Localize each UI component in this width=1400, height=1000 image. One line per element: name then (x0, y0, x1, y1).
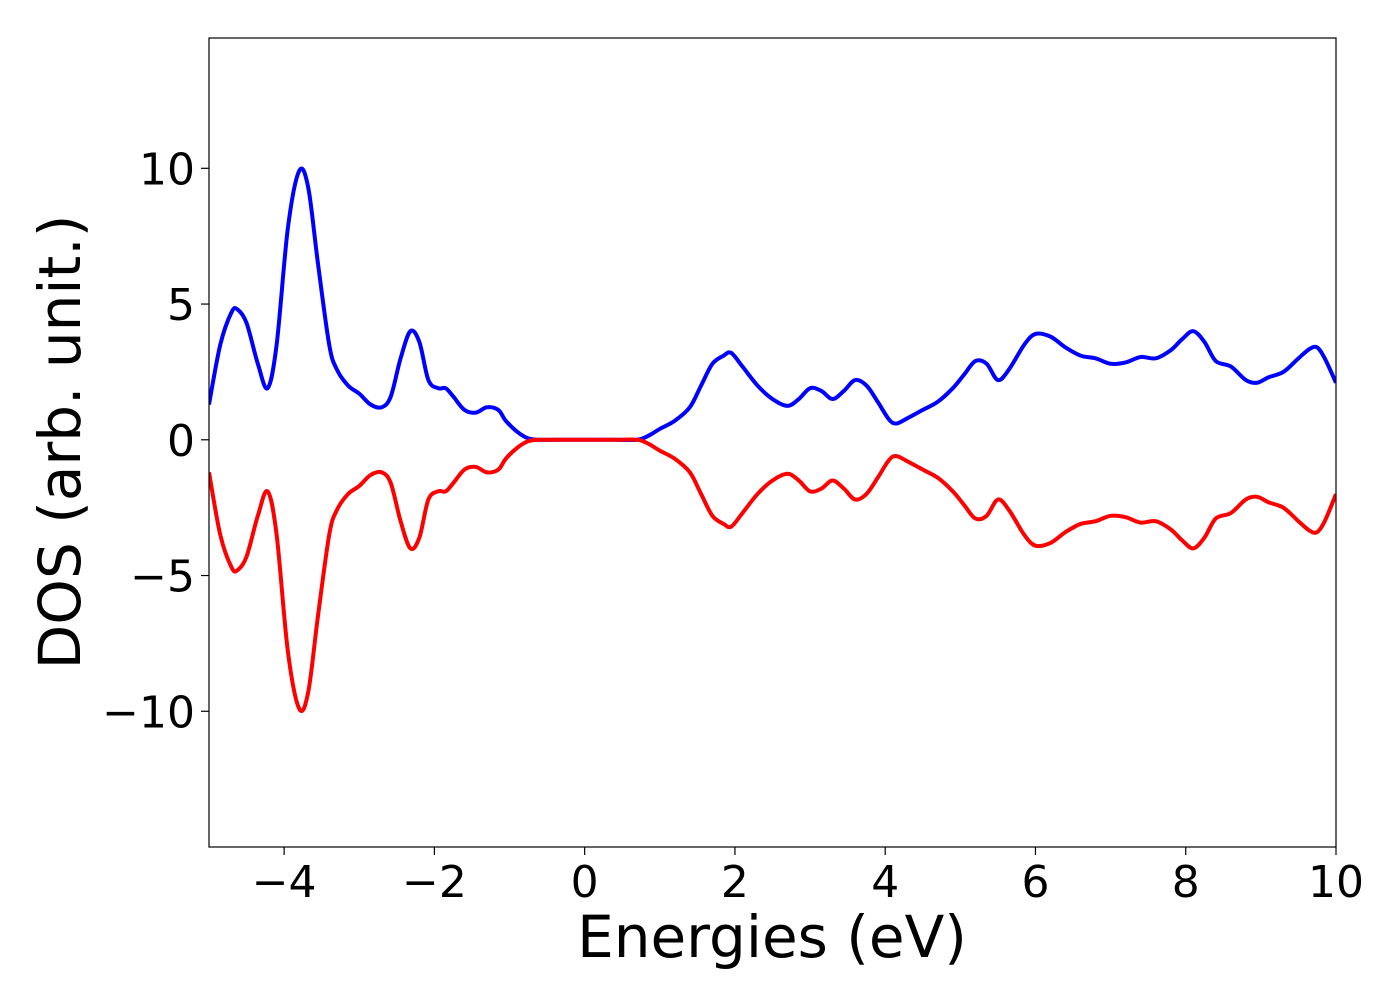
series-layer (209, 166, 1336, 714)
x-tick-label: 2 (721, 857, 749, 908)
y-tick-label: −5 (130, 552, 195, 603)
y-tick-label: −10 (102, 687, 195, 738)
series-line-0 (209, 166, 1336, 443)
x-axis-ticks: −4 −2 0 2 4 6 8 10 (252, 847, 1364, 908)
y-axis-title: DOS (arb. unit.) (26, 215, 94, 670)
y-tick-label: 10 (139, 144, 195, 195)
x-tick-label: 4 (871, 857, 899, 908)
y-axis-ticks: −10 −5 0 5 10 (102, 144, 209, 738)
y-tick-label: 0 (167, 416, 195, 467)
x-tick-label: 8 (1172, 857, 1200, 908)
series-line-1 (209, 437, 1336, 714)
plot-frame (208, 37, 1337, 848)
x-tick-label: 10 (1308, 857, 1364, 908)
x-tick-label: 0 (571, 857, 599, 908)
x-tick-label: −4 (252, 857, 317, 908)
y-tick-label: 5 (167, 280, 195, 331)
x-axis-title: Energies (eV) (577, 903, 967, 971)
x-tick-label: 6 (1021, 857, 1049, 908)
x-tick-label: −2 (402, 857, 467, 908)
